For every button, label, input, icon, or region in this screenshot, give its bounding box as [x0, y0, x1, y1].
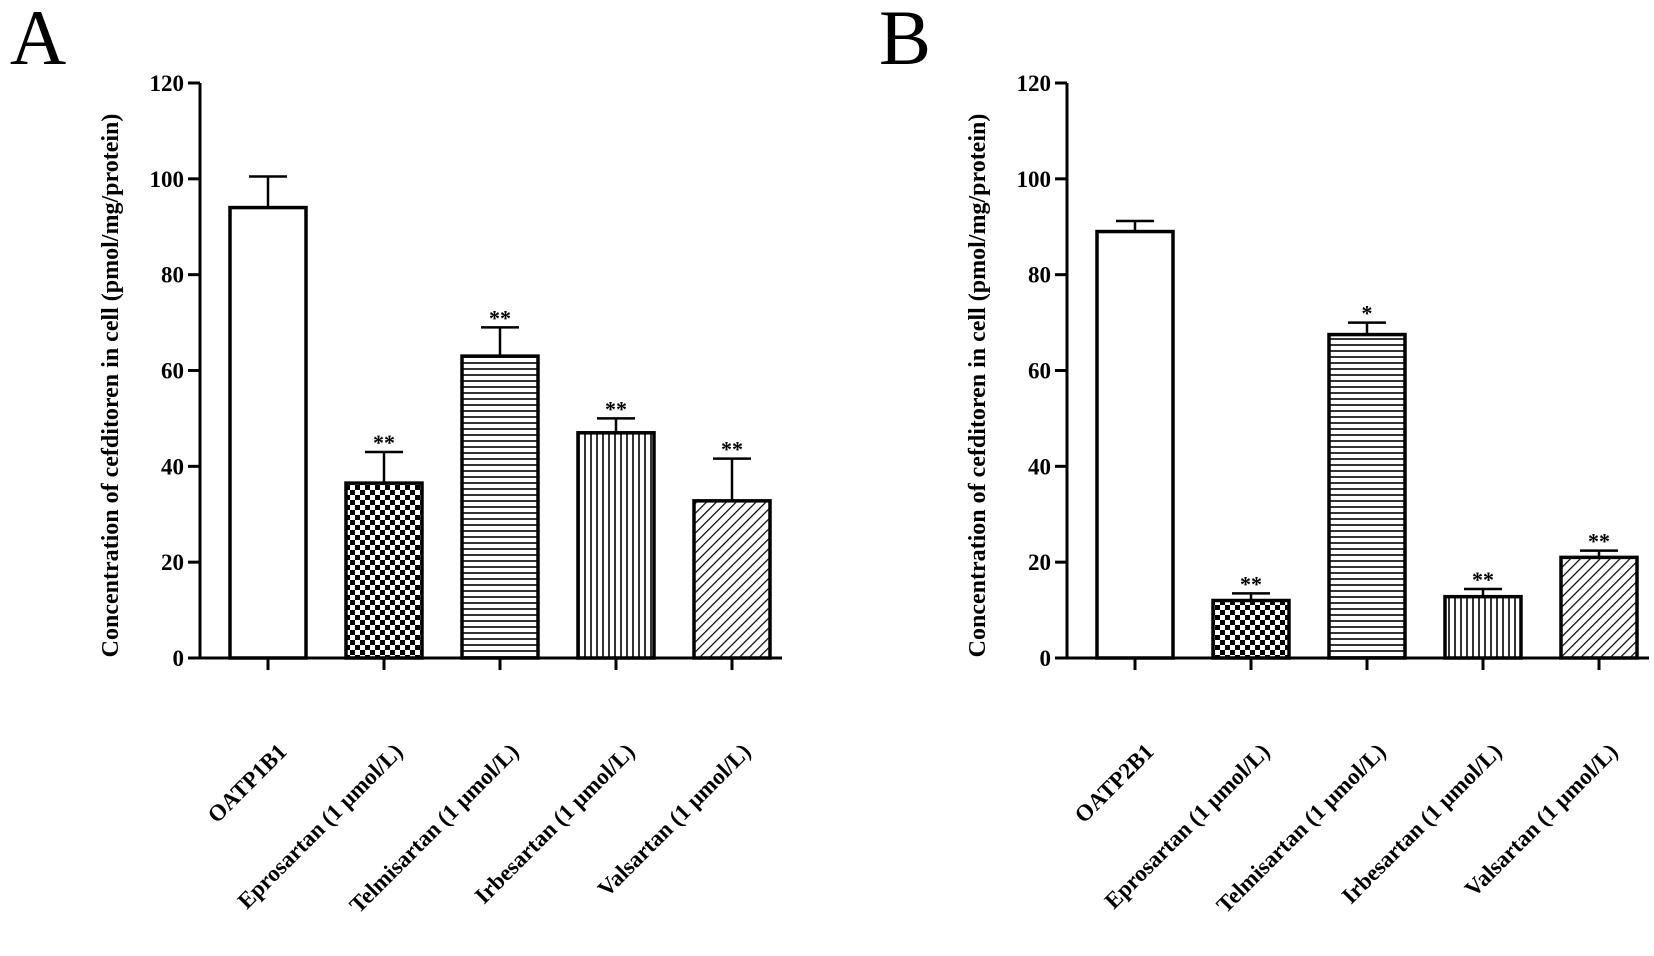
y-tick-label: 20: [1028, 550, 1051, 575]
chart-panel-a: A Concentration of cefditoren in cell (pm…: [10, 0, 782, 918]
panel-letter: B: [879, 0, 931, 81]
y-tick-label: 80: [1028, 263, 1051, 288]
significance-marker: **: [489, 305, 511, 330]
y-tick-label: 100: [1017, 167, 1052, 192]
x-category-label: OATP2B1: [1070, 739, 1159, 828]
bar: [1443, 594, 1523, 660]
bar: [344, 481, 424, 660]
bar: [1559, 555, 1639, 660]
y-tick-label: 20: [161, 550, 184, 575]
significance-marker: **: [1588, 529, 1610, 554]
significance-marker: **: [373, 430, 395, 455]
y-tick-label: 0: [1040, 646, 1052, 671]
y-tick-label: 60: [161, 359, 184, 384]
chart-panel-b: B Concentration of cefditoren in cell (pm…: [879, 0, 1649, 918]
significance-marker: **: [1472, 567, 1494, 592]
y-tick-label: 120: [150, 71, 185, 96]
y-axis-label: Concentration of cefditoren in cell (pmo…: [98, 114, 124, 658]
y-tick-label: 60: [1028, 359, 1051, 384]
significance-marker: **: [605, 396, 627, 421]
bar: [692, 499, 772, 660]
x-category-label: OATP1B1: [203, 739, 292, 828]
bar: [1211, 598, 1291, 660]
bar: [228, 205, 308, 660]
bar: [1095, 229, 1175, 660]
y-axis-label: Concentration of cefditoren in cell (pmo…: [965, 114, 991, 658]
y-tick-label: 120: [1017, 71, 1052, 96]
significance-marker: **: [721, 437, 743, 462]
panel-letter: A: [10, 0, 66, 81]
y-tick-label: 0: [173, 646, 185, 671]
y-tick-label: 40: [161, 454, 184, 479]
y-tick-label: 40: [1028, 454, 1051, 479]
bar: [460, 354, 540, 660]
significance-marker: **: [1240, 571, 1262, 596]
y-tick-label: 100: [150, 167, 185, 192]
significance-marker: *: [1362, 301, 1373, 326]
y-tick-label: 80: [161, 263, 184, 288]
bar: [576, 431, 656, 660]
bar: [1327, 332, 1407, 660]
